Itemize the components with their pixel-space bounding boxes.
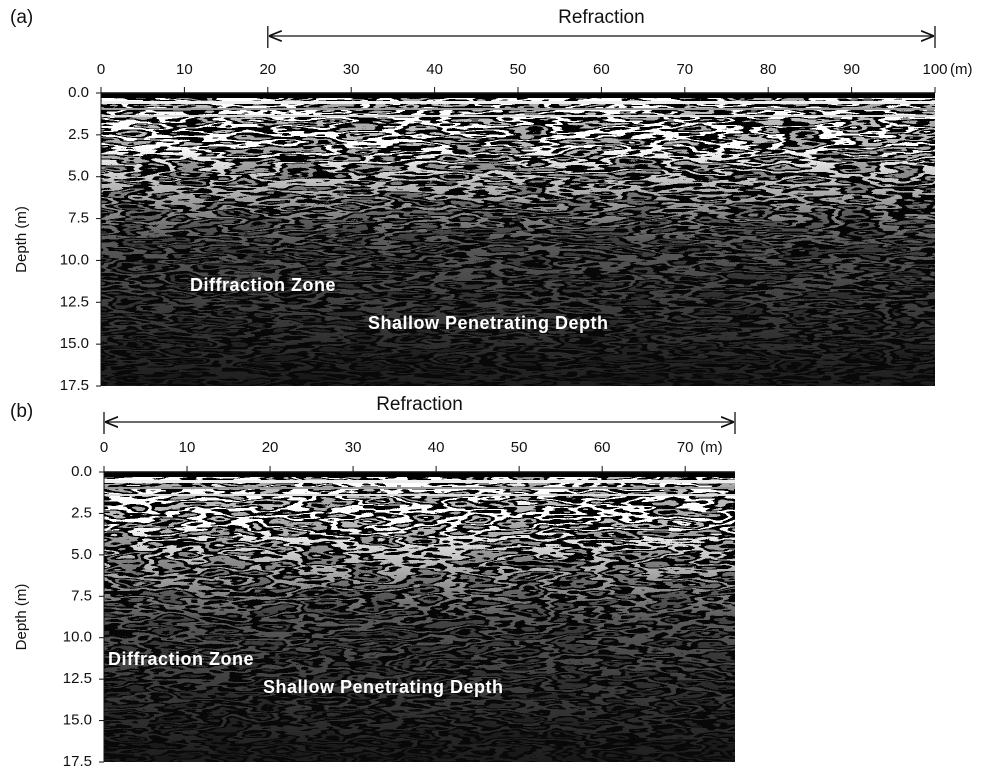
radargram-noise	[104, 472, 735, 762]
x-tick-label: 90	[843, 61, 860, 78]
surface-reflection	[101, 115, 935, 117]
y-axis-title: Depth (m)	[13, 584, 30, 651]
y-tick-label: 17.5	[63, 753, 92, 770]
surface-band	[101, 93, 935, 98]
panel-label: (a)	[10, 7, 33, 28]
x-tick-label: 10	[179, 439, 196, 456]
x-tick-label: 40	[428, 439, 445, 456]
x-tick-label: 20	[259, 61, 276, 78]
zone-annotation: Shallow Penetrating Depth	[263, 677, 504, 697]
x-tick-label: 40	[426, 61, 443, 78]
y-tick-label: 0.0	[68, 84, 89, 101]
x-tick-label: 60	[594, 439, 611, 456]
x-tick-label: 10	[176, 61, 193, 78]
x-tick-label: 100	[922, 61, 947, 78]
panel-label: (b)	[10, 401, 33, 422]
radargram-texture	[101, 93, 935, 386]
x-tick-label: 0	[97, 61, 105, 78]
y-tick-label: 12.5	[60, 293, 89, 310]
y-tick-label: 17.5	[60, 377, 89, 394]
y-tick-label: 7.5	[71, 587, 92, 604]
x-tick-label: 30	[345, 439, 362, 456]
surface-reflection	[101, 108, 935, 110]
x-tick-label: 70	[676, 61, 693, 78]
zone-annotation: Diffraction Zone	[108, 649, 254, 669]
surface-reflection	[104, 494, 735, 496]
y-tick-label: 15.0	[63, 712, 92, 729]
x-tick-label: 0	[100, 439, 108, 456]
y-axis-title: Depth (m)	[13, 206, 30, 273]
x-unit-label: (m)	[950, 61, 973, 78]
x-tick-label: 30	[343, 61, 360, 78]
x-tick-label: 80	[760, 61, 777, 78]
x-unit-label: (m)	[700, 439, 723, 456]
range-label: Refraction	[376, 394, 463, 415]
y-tick-label: 2.5	[68, 126, 89, 143]
surface-reflection	[101, 101, 935, 104]
y-tick-label: 2.5	[71, 504, 92, 521]
x-tick-label: 60	[593, 61, 610, 78]
zone-annotation: Shallow Penetrating Depth	[368, 313, 609, 333]
surface-reflection	[104, 487, 735, 489]
surface-band	[104, 472, 735, 477]
x-tick-label: 70	[677, 439, 694, 456]
y-tick-label: 10.0	[60, 251, 89, 268]
y-tick-label: 7.5	[68, 210, 89, 227]
x-tick-label: 50	[510, 61, 527, 78]
x-tick-label: 50	[511, 439, 528, 456]
y-tick-label: 0.0	[71, 463, 92, 480]
y-tick-label: 12.5	[63, 670, 92, 687]
zone-annotation: Diffraction Zone	[190, 275, 336, 295]
y-tick-label: 10.0	[63, 629, 92, 646]
y-tick-label: 5.0	[68, 168, 89, 185]
surface-reflection	[104, 480, 735, 483]
range-label: Refraction	[558, 7, 645, 28]
radargram-noise	[101, 93, 935, 386]
x-tick-label: 20	[262, 439, 279, 456]
y-tick-label: 15.0	[60, 335, 89, 352]
radargram-texture	[104, 472, 735, 762]
y-tick-label: 5.0	[71, 546, 92, 563]
